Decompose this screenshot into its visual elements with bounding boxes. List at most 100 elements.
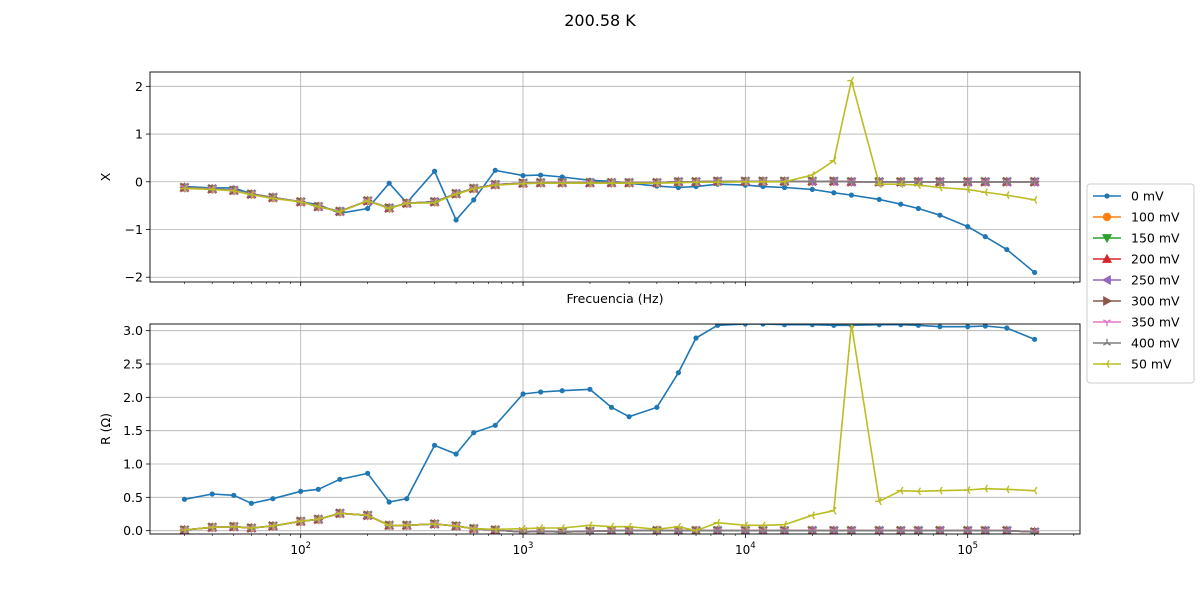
legend-marker [1103, 338, 1111, 346]
data-point [585, 179, 593, 188]
legend-label: 150 mV [1131, 231, 1180, 246]
data-point [430, 520, 438, 528]
data-point [624, 179, 632, 188]
data-point [208, 523, 215, 532]
y-axis-label: R (Ω) [98, 413, 113, 445]
data-point [965, 224, 971, 230]
y-tick-label: −2 [125, 270, 143, 285]
data-point [453, 217, 459, 223]
data-point [518, 179, 526, 188]
data-point [365, 205, 371, 212]
data-point [780, 177, 788, 186]
x-axis [300, 282, 969, 286]
x-axis: 102 103 104 105 [290, 534, 978, 557]
data-point [492, 422, 498, 428]
y-tick-label: 0.0 [123, 523, 143, 538]
data-point [693, 335, 699, 341]
legend-marker [1102, 360, 1110, 368]
data-point [471, 197, 477, 203]
data-point [1032, 269, 1038, 276]
data-point [585, 527, 594, 534]
data-point [180, 526, 188, 534]
data-point [829, 177, 838, 185]
y-tick-label: 3.0 [123, 323, 143, 338]
data-point [208, 185, 215, 194]
y-tick-label: 1 [135, 127, 143, 142]
data-point [713, 526, 722, 534]
data-point [937, 212, 943, 218]
x-tick-label: 105 [957, 541, 978, 557]
data-point [965, 324, 971, 330]
x-minor-ticks [184, 282, 1075, 284]
data-point [1002, 526, 1011, 534]
data-point [742, 324, 748, 327]
data-point [713, 518, 721, 527]
axes-frame [149, 323, 1081, 535]
data-point [608, 404, 615, 410]
legend-item: 0 mV [1093, 189, 1164, 204]
data-point [937, 324, 943, 330]
data-point [315, 486, 321, 492]
data-point [607, 179, 615, 188]
data-point [781, 184, 788, 191]
data-point [876, 196, 882, 203]
data-point [914, 487, 922, 496]
data-point [847, 177, 856, 185]
data-point [471, 430, 477, 436]
data-point [1002, 191, 1010, 200]
data-point [538, 389, 544, 395]
data-point [181, 496, 188, 502]
y-tick-label: 1.5 [123, 423, 143, 438]
data-point [431, 168, 438, 174]
data-point [559, 174, 565, 180]
data-point [520, 172, 526, 179]
figure-title: 200.58 K [564, 11, 636, 30]
data-point [876, 324, 882, 328]
data-point [760, 324, 766, 327]
data-point [386, 499, 392, 505]
data-point [758, 526, 767, 534]
data-point [363, 196, 371, 205]
data-point [536, 179, 544, 188]
data-point [809, 324, 815, 328]
data-point [384, 521, 392, 530]
data-point [808, 511, 815, 520]
data-point [829, 526, 838, 534]
data-point [875, 497, 882, 506]
data-point [691, 178, 699, 187]
data-point [314, 202, 322, 211]
legend-label: 0 mV [1131, 189, 1164, 204]
data-point [1032, 336, 1038, 342]
data-point [298, 488, 304, 494]
data-point [180, 184, 188, 193]
data-point [808, 526, 817, 534]
plot-area [179, 324, 1040, 534]
data-point [587, 386, 593, 392]
y-tick-label: 0 [135, 174, 143, 189]
legend-label: 250 mV [1131, 273, 1180, 288]
data-point [915, 205, 921, 212]
data-point [758, 521, 766, 530]
y-tick-label: 2.0 [123, 390, 143, 405]
panel-resistance: 102 103 104 105 0.0 0.5 1.0 1.5 2.0 2.5 3.0 R (Ω) [98, 323, 1081, 557]
y-tick-label: −1 [125, 222, 143, 237]
data-point [451, 522, 459, 530]
data-point [758, 177, 766, 186]
legend-marker [1101, 253, 1113, 263]
data-point [231, 492, 237, 498]
legend-marker [1103, 295, 1113, 307]
data-point [229, 186, 237, 195]
panel-reactance: Frecuencia (Hz) −2 −1 0 1 2 X [98, 71, 1081, 306]
series-50-mv [180, 76, 1038, 216]
data-point [914, 181, 922, 190]
data-point [626, 414, 632, 420]
data-point [652, 525, 660, 534]
data-point [365, 470, 371, 476]
data-point [896, 486, 904, 495]
legend-item: 50 mV [1093, 357, 1172, 372]
data-point [652, 179, 660, 188]
data-point [675, 370, 682, 376]
data-point [585, 521, 593, 530]
data-point [451, 190, 459, 199]
